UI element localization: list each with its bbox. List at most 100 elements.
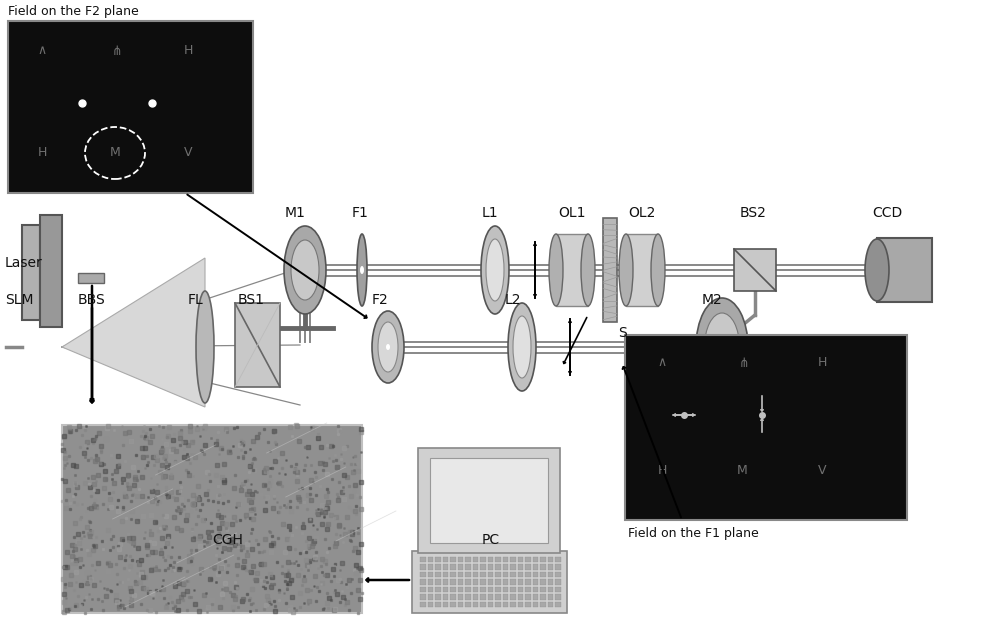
Bar <box>525 557 531 562</box>
Bar <box>555 602 561 607</box>
Bar <box>428 579 433 584</box>
Bar <box>443 572 448 577</box>
Text: SLM: SLM <box>5 293 34 307</box>
Bar <box>420 594 426 599</box>
Bar <box>495 587 501 592</box>
Bar <box>510 602 516 607</box>
Bar <box>435 587 440 592</box>
Bar <box>435 594 440 599</box>
Bar <box>540 564 546 569</box>
Bar <box>503 579 508 584</box>
Bar <box>450 557 456 562</box>
Bar <box>430 458 548 543</box>
Bar <box>503 564 508 569</box>
Bar <box>510 579 516 584</box>
Ellipse shape <box>372 311 404 383</box>
Bar <box>540 557 546 562</box>
Bar <box>488 557 493 562</box>
Ellipse shape <box>378 322 398 372</box>
Bar <box>503 557 508 562</box>
Text: V: V <box>184 146 192 159</box>
Bar <box>548 572 553 577</box>
Bar <box>473 564 478 569</box>
Bar <box>480 602 486 607</box>
Bar <box>548 579 553 584</box>
Bar <box>877 238 932 302</box>
Bar <box>465 564 471 569</box>
Bar <box>480 594 486 599</box>
Bar <box>473 579 478 584</box>
Bar <box>525 602 531 607</box>
Bar <box>443 557 448 562</box>
Ellipse shape <box>357 234 367 306</box>
Bar <box>510 557 516 562</box>
Bar <box>626 234 658 306</box>
Bar <box>420 557 426 562</box>
Bar <box>503 602 508 607</box>
Bar <box>458 594 463 599</box>
Bar <box>420 572 426 577</box>
Bar <box>734 249 776 291</box>
Ellipse shape <box>696 298 748 396</box>
Bar <box>428 557 433 562</box>
Text: F2: F2 <box>372 293 389 307</box>
Bar <box>450 579 456 584</box>
Bar <box>412 551 567 613</box>
Bar <box>458 572 463 577</box>
Bar <box>420 579 426 584</box>
Bar <box>488 602 493 607</box>
Bar <box>443 594 448 599</box>
Bar <box>555 587 561 592</box>
Bar <box>473 572 478 577</box>
Bar <box>555 557 561 562</box>
Bar <box>488 564 493 569</box>
Bar <box>465 557 471 562</box>
Bar <box>555 594 561 599</box>
Bar <box>548 564 553 569</box>
Bar <box>540 602 546 607</box>
Bar <box>548 557 553 562</box>
Bar <box>555 579 561 584</box>
Bar <box>435 579 440 584</box>
Ellipse shape <box>581 234 595 306</box>
Bar <box>40 215 62 327</box>
Bar <box>428 602 433 607</box>
Ellipse shape <box>196 291 214 403</box>
Bar <box>495 594 501 599</box>
Text: CCD: CCD <box>872 206 902 220</box>
Bar <box>555 564 561 569</box>
Bar <box>503 594 508 599</box>
Bar <box>533 564 538 569</box>
Bar <box>480 564 486 569</box>
Bar <box>495 602 501 607</box>
Bar <box>450 587 456 592</box>
Bar <box>525 579 531 584</box>
Bar <box>443 564 448 569</box>
Bar <box>503 587 508 592</box>
Bar <box>510 587 516 592</box>
Bar <box>22 225 40 320</box>
Ellipse shape <box>486 239 504 301</box>
Text: BS2: BS2 <box>740 206 767 220</box>
Bar <box>503 572 508 577</box>
Bar <box>625 335 907 520</box>
Text: M: M <box>110 146 120 159</box>
Bar <box>458 557 463 562</box>
Bar <box>8 21 253 193</box>
Text: V: V <box>818 464 826 476</box>
Bar <box>555 572 561 577</box>
Bar <box>510 564 516 569</box>
Text: F1: F1 <box>352 206 369 220</box>
Bar <box>540 594 546 599</box>
Bar <box>443 579 448 584</box>
Bar <box>488 579 493 584</box>
Text: $\pitchfork$: $\pitchfork$ <box>736 356 748 370</box>
Bar <box>488 594 493 599</box>
Ellipse shape <box>386 344 390 350</box>
Bar <box>435 564 440 569</box>
Ellipse shape <box>704 313 740 381</box>
Text: BS1: BS1 <box>238 293 265 307</box>
Bar <box>525 594 531 599</box>
Bar <box>518 587 523 592</box>
Bar <box>518 579 523 584</box>
